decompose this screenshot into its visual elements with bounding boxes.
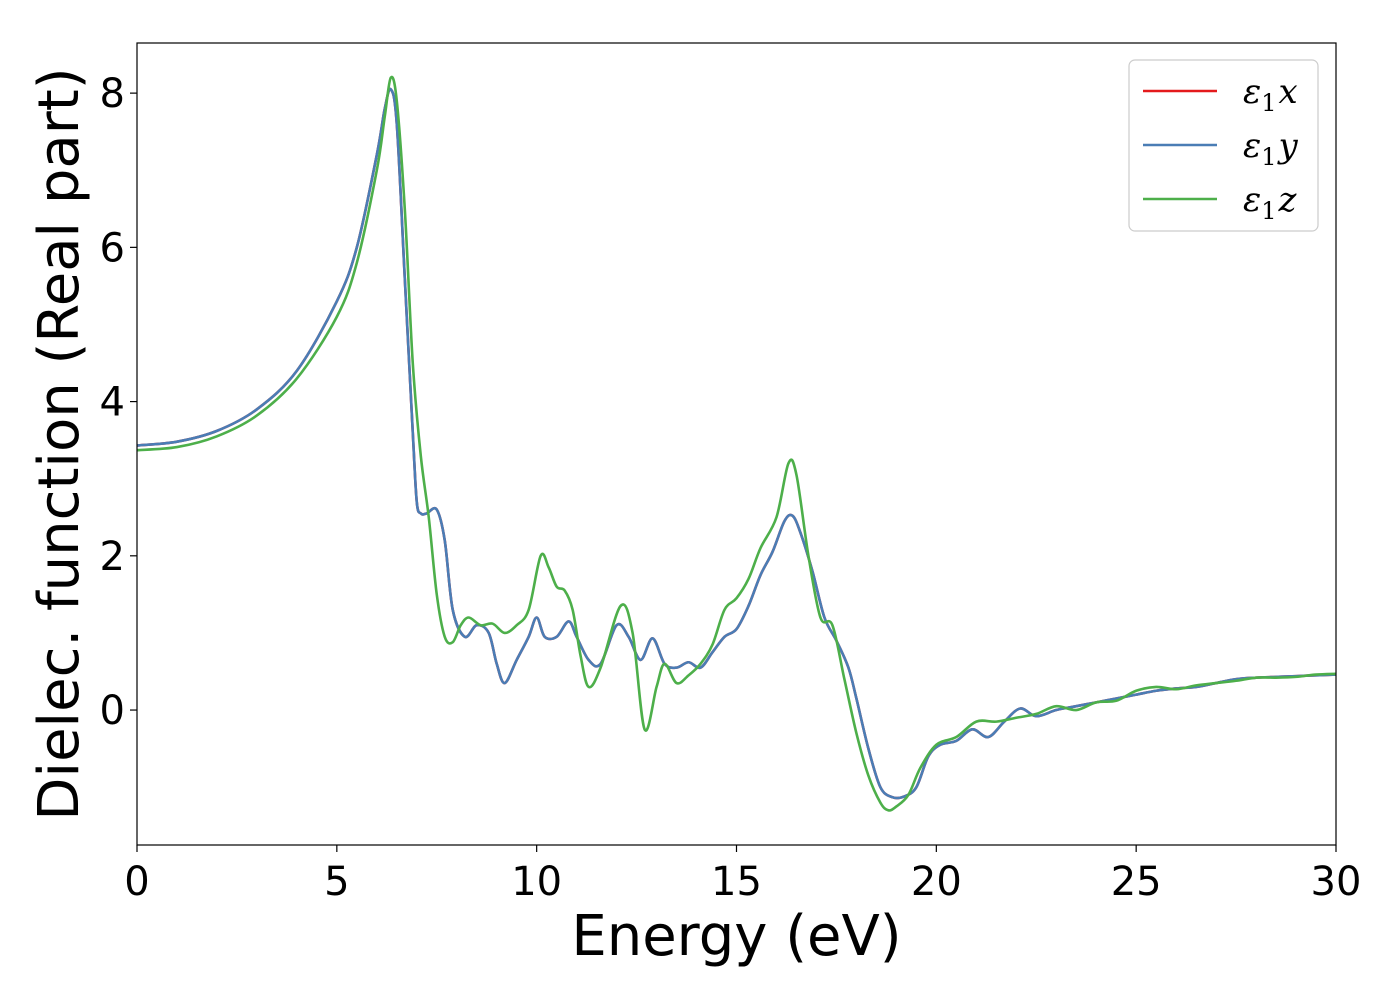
y-axis: 0 2 4 6 8 <box>100 71 137 734</box>
x-tick-label: 25 <box>1111 859 1162 905</box>
x-axis: 0 5 10 15 20 25 30 <box>124 845 1361 905</box>
x-tick-label: 20 <box>911 859 962 905</box>
y-tick-label: 6 <box>100 225 125 271</box>
legend-label: ε1x <box>1243 72 1298 117</box>
x-tick-label: 10 <box>511 859 562 905</box>
x-tick-label: 0 <box>124 859 149 905</box>
y-tick-label: 8 <box>100 71 125 117</box>
x-tick-label: 5 <box>324 859 349 905</box>
legend-label: ε1y <box>1243 126 1299 171</box>
series-line-y <box>137 87 1336 800</box>
series-layer <box>137 75 1336 812</box>
y-tick-label: 0 <box>100 688 125 734</box>
x-tick-label: 30 <box>1311 859 1362 905</box>
legend: ε1x ε1y ε1z <box>1128 59 1319 232</box>
series-line-z <box>137 75 1336 812</box>
x-axis-title: Energy (eV) <box>571 904 901 969</box>
y-tick-label: 4 <box>100 380 125 426</box>
y-tick-label: 2 <box>100 534 125 580</box>
y-axis-title: Dielec. function (Real part) <box>27 67 92 820</box>
legend-label: ε1z <box>1243 180 1298 225</box>
x-tick-label: 15 <box>711 859 762 905</box>
legend-box <box>1128 59 1319 232</box>
